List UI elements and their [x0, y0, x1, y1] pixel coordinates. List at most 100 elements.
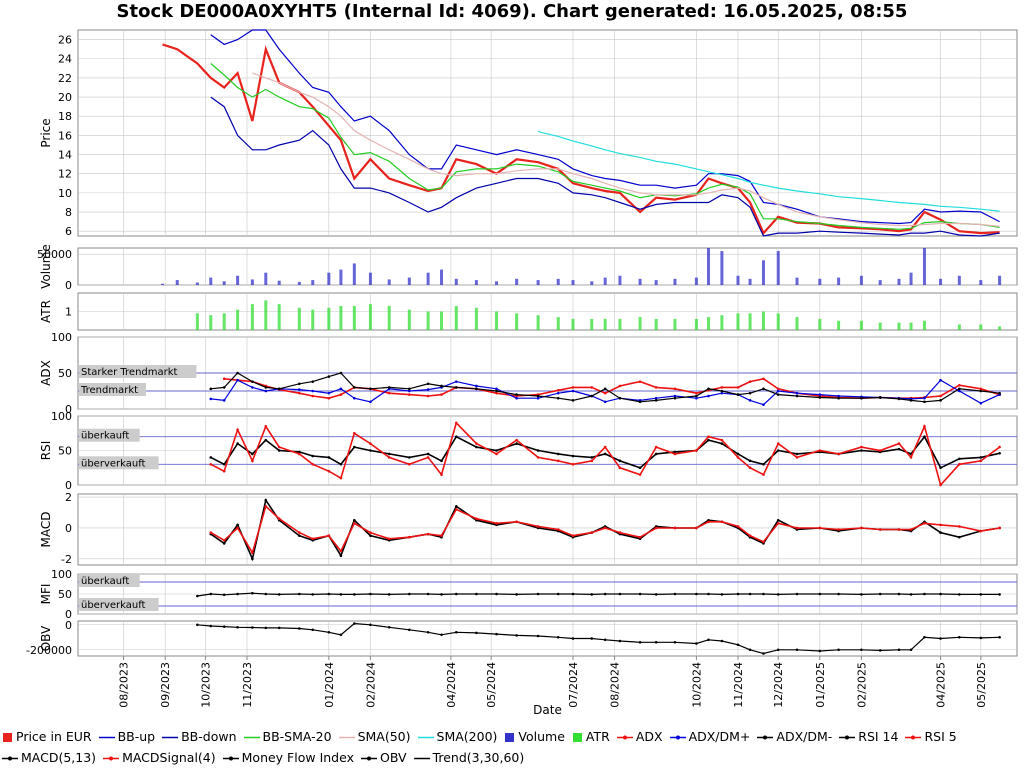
- data-point: [618, 466, 622, 470]
- bar-mark: [175, 280, 179, 285]
- bar-mark: [222, 313, 226, 330]
- data-point: [654, 399, 658, 402]
- bar-mark: [706, 248, 710, 285]
- data-point: [939, 378, 942, 382]
- bar-mark: [603, 277, 607, 285]
- data-point: [707, 438, 710, 442]
- data-point: [695, 391, 698, 395]
- bar-mark: [195, 313, 199, 330]
- bar-mark: [222, 281, 226, 285]
- bar-mark: [368, 304, 372, 330]
- data-point: [923, 522, 926, 525]
- legend-label: BB-up: [117, 729, 156, 744]
- data-point: [495, 387, 498, 391]
- data-point: [618, 592, 622, 596]
- y-tick-label: 100: [51, 568, 72, 581]
- data-point: [748, 466, 752, 470]
- chart-legend: Price in EUR BB-up BB-down BB-SMA-20 SMA(50)…: [2, 726, 1022, 768]
- data-point: [654, 593, 658, 596]
- data-point: [860, 396, 863, 400]
- annotation-box: [79, 365, 197, 378]
- data-point: [264, 438, 268, 442]
- y-tick-label: 18: [58, 110, 72, 123]
- data-point: [277, 387, 281, 391]
- data-point: [556, 528, 560, 531]
- data-point: [878, 449, 882, 452]
- data-point: [958, 635, 961, 639]
- data-point: [603, 592, 607, 596]
- legend-swatch: [103, 756, 120, 761]
- data-point: [440, 384, 443, 388]
- y-axis-label: OBV: [39, 625, 53, 651]
- panel-price: 6 8 10 12 14 16 18 20 22 24 26 Price: [39, 29, 1018, 238]
- bar-mark: [536, 315, 540, 330]
- data-point: [454, 508, 458, 511]
- bar-mark: [720, 315, 724, 330]
- data-point: [897, 528, 901, 531]
- data-point: [909, 593, 913, 596]
- bar-mark: [454, 278, 458, 285]
- data-point: [311, 628, 315, 632]
- bar-mark: [818, 278, 822, 285]
- data-point: [536, 456, 540, 459]
- data-point: [222, 625, 226, 628]
- data-point: [236, 523, 239, 527]
- series-adx-dm-: [209, 371, 1001, 404]
- y-tick-label: 50000: [37, 248, 72, 261]
- data-point: [736, 452, 740, 456]
- x-tick-label: 07/2024: [567, 662, 580, 708]
- data-point: [673, 592, 677, 596]
- data-point: [748, 380, 752, 383]
- bar-mark: [407, 277, 411, 285]
- bar-mark: [264, 272, 268, 285]
- data-point: [408, 389, 411, 393]
- data-point: [495, 389, 498, 393]
- data-point: [897, 442, 901, 445]
- data-point: [923, 400, 926, 404]
- bar-mark: [440, 311, 444, 330]
- data-point: [387, 391, 391, 395]
- bar-mark: [440, 269, 444, 285]
- panel-atr: 1 ATR: [39, 292, 1018, 331]
- panel-frame: [77, 29, 1018, 237]
- series-atr: [195, 300, 1002, 330]
- bar-mark: [352, 263, 356, 285]
- y-tick-label: 2: [65, 491, 72, 504]
- bar-mark: [736, 313, 740, 330]
- data-point: [236, 526, 239, 530]
- data-point: [638, 400, 642, 404]
- data-point: [251, 459, 254, 463]
- data-point: [795, 456, 799, 459]
- y-tick-label: 16: [58, 129, 72, 142]
- x-tick-label: 02/2025: [855, 662, 868, 708]
- data-point: [353, 518, 356, 522]
- y-tick-label: 20: [58, 91, 72, 104]
- y-tick-label: 6: [65, 225, 72, 238]
- data-point: [818, 526, 822, 530]
- data-point: [795, 592, 799, 596]
- bar-mark: [571, 318, 575, 330]
- data-point: [277, 593, 281, 596]
- legend-item: Volume: [504, 726, 565, 747]
- bar-mark: [571, 280, 575, 285]
- y-axis-label: MACD: [39, 512, 53, 548]
- data-point: [748, 399, 752, 402]
- y-tick-label: 26: [58, 34, 72, 47]
- y-tick-label: 22: [58, 72, 72, 85]
- data-point: [998, 451, 1001, 455]
- data-point: [998, 391, 1001, 395]
- legend-item: BB-down: [162, 726, 237, 747]
- bar-mark: [515, 313, 519, 330]
- annotation-label: überkauft: [81, 576, 129, 587]
- data-point: [222, 542, 226, 545]
- data-point: [736, 386, 740, 389]
- data-point: [695, 592, 698, 596]
- x-axis: 08/2023 09/2023 10/2023 11/2023 01/2024 02/20…: [118, 656, 988, 717]
- data-point: [571, 386, 575, 389]
- bar-mark: [897, 278, 901, 285]
- data-point: [475, 442, 478, 445]
- data-point: [408, 393, 411, 396]
- data-point: [277, 449, 281, 452]
- data-point: [909, 528, 913, 531]
